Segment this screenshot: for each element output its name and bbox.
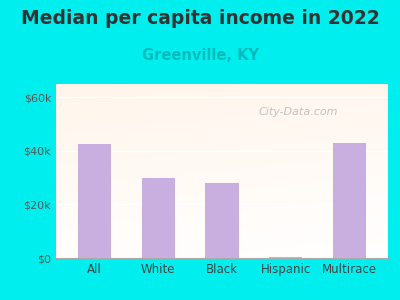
Text: Median per capita income in 2022: Median per capita income in 2022 — [21, 9, 379, 28]
Bar — [333, 143, 366, 258]
Bar — [78, 144, 111, 258]
Text: Greenville, KY: Greenville, KY — [142, 48, 258, 63]
Bar — [142, 178, 175, 258]
Text: City-Data.com: City-Data.com — [259, 107, 338, 117]
Bar — [206, 183, 238, 258]
Bar — [269, 257, 302, 258]
